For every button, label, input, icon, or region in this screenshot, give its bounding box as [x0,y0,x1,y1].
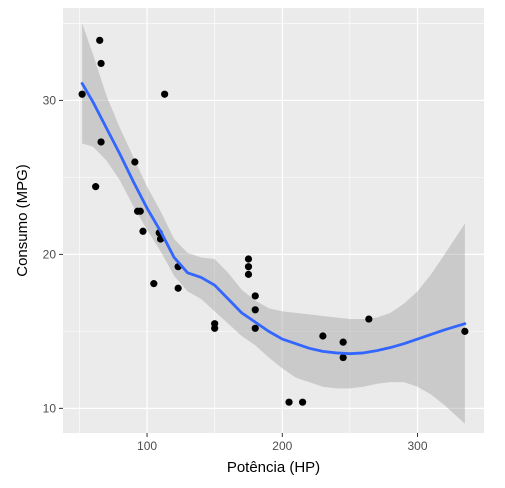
data-point [339,338,347,346]
data-point [339,353,347,362]
data-point [461,327,469,335]
x-tick-label: 300 [408,439,428,453]
y-axis-ticks: 10 20 30 [43,93,63,415]
data-point [251,324,259,332]
data-point [244,255,253,263]
data-point [244,263,253,271]
y-tick-label: 10 [43,401,57,415]
data-point [78,90,86,98]
data-point [244,270,253,278]
data-point [161,90,169,98]
grid-minor [63,8,484,433]
data-point [211,324,219,332]
data-point [97,59,105,68]
x-axis-title: Potência (HP) [227,459,320,476]
data-point [139,227,147,235]
data-points [78,36,469,406]
plot-panel [63,8,484,433]
confidence-ribbon [82,23,465,424]
data-point [174,284,182,292]
smooth-line [80,82,467,356]
y-tick-label: 20 [43,247,57,261]
x-axis-ticks: 100 200 300 [137,433,428,453]
data-point [96,36,104,44]
data-point [131,158,139,166]
data-point [251,306,259,314]
grid-major [63,8,484,433]
data-point [319,332,327,340]
y-tick-label: 30 [43,93,57,107]
data-point [251,292,259,300]
x-tick-label: 200 [272,439,292,453]
data-point [285,398,293,406]
data-point [136,207,144,215]
data-point [97,138,105,146]
y-axis-title: Consumo (MPG) [14,164,31,277]
data-point [298,398,307,406]
data-point [365,315,373,323]
data-point [150,280,158,288]
x-tick-label: 100 [137,439,157,453]
data-point [92,183,100,191]
